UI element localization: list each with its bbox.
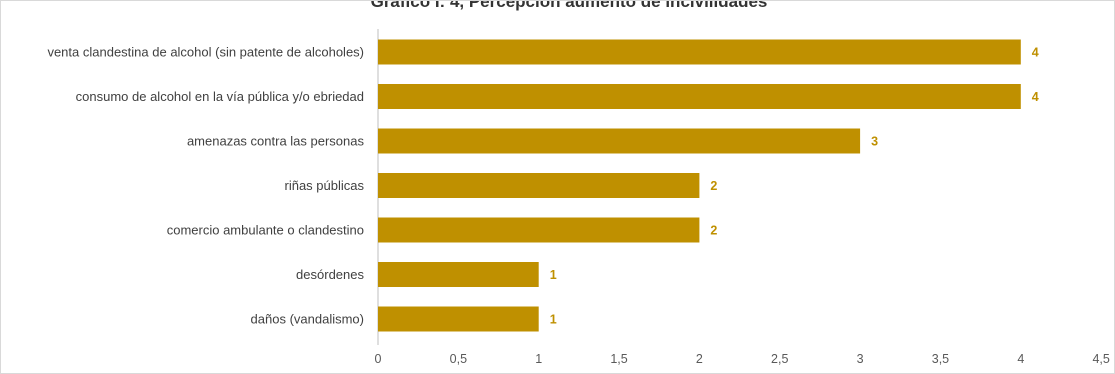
data-label: 3 xyxy=(871,135,878,149)
bar xyxy=(378,173,700,198)
tick-label: 0,5 xyxy=(450,352,467,366)
bar xyxy=(378,84,1021,109)
data-label: 4 xyxy=(1032,46,1039,60)
value-axis-ticks: 0 0,5 1 1,5 2 2,5 3 3,5 4 4,5 xyxy=(375,352,1110,366)
tick-label: 0 xyxy=(375,352,382,366)
category-label: desórdenes xyxy=(296,267,364,282)
tick-label: 3,5 xyxy=(932,352,949,366)
category-label: venta clandestina de alcohol (sin patent… xyxy=(47,45,364,60)
bar xyxy=(378,262,539,287)
tick-label: 2,5 xyxy=(771,352,788,366)
tick-label: 1 xyxy=(535,352,542,366)
category-label: consumo de alcohol en la vía pública y/o… xyxy=(76,89,364,104)
bar xyxy=(378,39,1021,65)
bars-group: venta clandestina de alcohol (sin patent… xyxy=(47,39,1039,332)
tick-label: 3 xyxy=(857,352,864,366)
data-label: 2 xyxy=(710,224,717,238)
category-label: amenazas contra las personas xyxy=(187,134,365,149)
tick-label: 4,5 xyxy=(1092,352,1109,366)
data-label: 1 xyxy=(550,268,557,282)
bar xyxy=(378,306,539,332)
category-label: comercio ambulante o clandestino xyxy=(167,223,364,238)
category-label: daños (vandalismo) xyxy=(251,312,364,327)
category-label: riñas públicas xyxy=(285,178,365,193)
tick-label: 1,5 xyxy=(610,352,627,366)
data-label: 1 xyxy=(550,313,557,327)
data-label: 2 xyxy=(710,179,717,193)
bar xyxy=(378,217,700,243)
chart-title: Gráfico I: 4, Percepción aumento de inci… xyxy=(371,1,768,11)
data-label: 4 xyxy=(1032,90,1039,104)
tick-label: 4 xyxy=(1017,352,1024,366)
bar xyxy=(378,128,861,154)
tick-label: 2 xyxy=(696,352,703,366)
